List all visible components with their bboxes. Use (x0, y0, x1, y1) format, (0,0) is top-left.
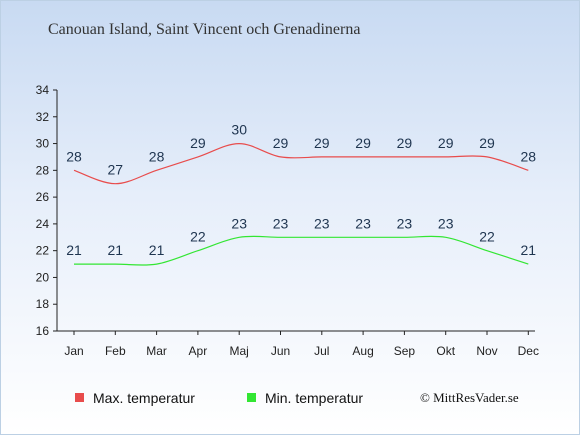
y-tick-label: 24 (36, 217, 50, 231)
data-label-max: 29 (273, 135, 289, 151)
data-label-min: 23 (355, 215, 371, 231)
x-tick-label: Mar (146, 344, 167, 358)
data-label-min: 23 (438, 215, 454, 231)
data-label-max: 30 (231, 122, 247, 138)
data-label-min: 21 (66, 242, 82, 258)
legend-label-min: Min. temperatur (265, 390, 364, 406)
chart-axes: 16 18 20 22 24 26 28 30 32 34 Jan Feb Mar Apr Maj Jun Ju… (36, 83, 539, 358)
data-label-max: 28 (149, 148, 165, 164)
x-tick-label: Nov (476, 344, 497, 358)
data-label-min: 22 (479, 229, 495, 245)
data-label-min: 21 (149, 242, 165, 258)
x-tick-label: Aug (352, 344, 373, 358)
legend-label-max: Max. temperatur (93, 390, 195, 406)
data-label-max: 27 (108, 162, 124, 178)
series-line-min (74, 235, 529, 266)
data-label-max: 29 (355, 135, 371, 151)
data-label-min: 23 (273, 215, 289, 231)
data-label-max: 29 (314, 135, 330, 151)
data-label-max: 29 (479, 135, 495, 151)
chart-series (73, 142, 529, 266)
y-tick-label: 30 (36, 137, 50, 151)
data-label-min: 21 (108, 242, 124, 258)
legend-swatch-min (247, 393, 256, 402)
x-tick-label: Okt (436, 344, 455, 358)
y-tick-label: 26 (36, 190, 50, 204)
y-tick-label: 18 (36, 297, 50, 311)
data-label-min: 22 (190, 229, 206, 245)
legend-swatch-max (75, 393, 84, 402)
x-tick-label: Jul (314, 344, 329, 358)
data-label-max: 29 (397, 135, 413, 151)
data-label-max: 28 (521, 148, 537, 164)
y-tick-label: 22 (36, 244, 50, 258)
x-tick-label: Maj (230, 344, 249, 358)
y-tick-label: 16 (36, 324, 50, 338)
data-label-max: 29 (190, 135, 206, 151)
x-tick-label: Dec (518, 344, 539, 358)
credit-text: © MittResVader.se (420, 390, 519, 405)
x-tick-label: Jun (271, 344, 290, 358)
x-tick-label: Jan (64, 344, 83, 358)
chart-data-labels: 28 27 28 29 30 29 29 29 29 29 29 28 21 21 21 22 23 23 23 23… (66, 122, 536, 258)
data-label-min: 23 (231, 215, 247, 231)
x-tick-label: Feb (105, 344, 126, 358)
y-tick-label: 20 (36, 270, 50, 284)
x-tick-label: Apr (189, 344, 208, 358)
data-label-max: 28 (66, 148, 82, 164)
y-tick-label: 28 (36, 163, 50, 177)
chart-title: Canouan Island, Saint Vincent och Grenad… (48, 21, 361, 38)
x-tick-label: Sep (394, 344, 416, 358)
data-label-max: 29 (438, 135, 454, 151)
data-label-min: 21 (521, 242, 537, 258)
data-label-min: 23 (397, 215, 413, 231)
series-line-max (73, 142, 529, 185)
data-label-min: 23 (314, 215, 330, 231)
y-tick-label: 32 (36, 110, 50, 124)
y-tick-label: 34 (36, 83, 50, 97)
